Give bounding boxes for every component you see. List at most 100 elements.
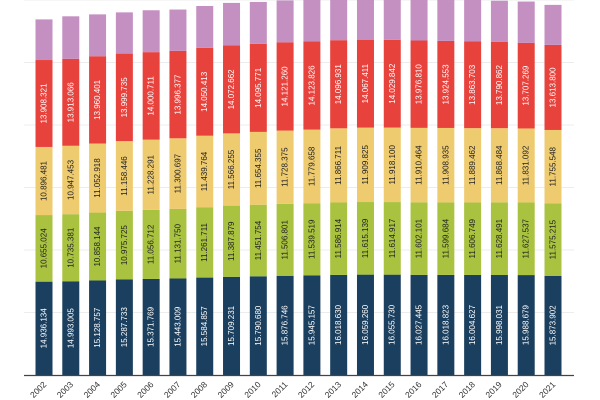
x-tick-label: 2010 <box>242 379 263 400</box>
data-label: 16.059.260 <box>361 304 370 345</box>
data-label: 11.728.375 <box>281 147 290 187</box>
x-tick-label: 2009 <box>215 379 236 400</box>
bar-segment <box>35 281 53 375</box>
bar-segment <box>544 4 562 45</box>
bar-segment <box>89 280 107 375</box>
bar-segment <box>330 274 348 375</box>
x-tick-label: 2006 <box>135 379 156 400</box>
data-label: 14.050.413 <box>200 71 209 112</box>
bar-segment <box>490 41 508 129</box>
bar-segment <box>35 19 53 61</box>
data-label: 11.387.879 <box>227 221 236 261</box>
bar-segment <box>490 275 508 375</box>
bar-segment <box>89 212 107 281</box>
data-label: 15.790.680 <box>254 305 263 346</box>
bar-segment <box>544 129 562 204</box>
data-label: 14.936.134 <box>40 308 49 349</box>
data-label: 11.615.139 <box>361 218 370 258</box>
bar-segment <box>115 141 133 211</box>
data-label: 15.945.157 <box>307 305 316 346</box>
bar-segment <box>303 203 321 276</box>
bar-segment <box>330 202 348 275</box>
bar-segment <box>383 202 401 275</box>
data-label: 10.858.144 <box>93 226 102 267</box>
data-label: 11.602.101 <box>415 218 424 258</box>
data-label: 11.627.537 <box>522 218 531 258</box>
bar-segment <box>196 47 214 136</box>
bar-segment <box>142 278 160 375</box>
bar-segment <box>330 0 348 41</box>
bar-segment <box>62 214 80 282</box>
bar-segment <box>115 12 133 54</box>
bar-segment <box>517 202 535 276</box>
data-label: 11.614.917 <box>388 218 397 258</box>
bar-segment <box>276 42 294 131</box>
bar-segment <box>517 42 535 129</box>
bar-segment <box>410 202 428 275</box>
bar-segment <box>142 52 160 140</box>
bar-segment <box>249 43 267 132</box>
bar-segment <box>35 215 53 282</box>
data-label: 13.908.321 <box>40 83 49 124</box>
data-label: 10.655.024 <box>40 228 49 269</box>
bar-segment <box>517 1 535 43</box>
bar-segment <box>330 128 348 203</box>
data-label: 13.999.735 <box>120 77 129 118</box>
bar-segment <box>62 145 80 215</box>
bar-segment <box>356 202 374 275</box>
bar-segment <box>517 128 535 203</box>
x-tick-label: 2013 <box>323 379 344 400</box>
data-label: 13.913.066 <box>66 82 75 123</box>
bar-segment <box>383 274 401 375</box>
bar-segment <box>490 0 508 42</box>
data-label: 11.506.801 <box>281 220 290 260</box>
data-label: 11.910.464 <box>415 145 424 185</box>
data-label: 14.095.771 <box>254 67 263 108</box>
bar-segment <box>544 275 562 375</box>
x-tick-label: 2019 <box>483 379 504 400</box>
data-label: 11.451.754 <box>254 220 263 260</box>
x-tick-label: 2007 <box>162 379 183 400</box>
data-label: 15.584.857 <box>200 306 209 347</box>
bar-segment <box>223 276 241 375</box>
data-label: 14.993.005 <box>66 308 75 349</box>
bar-segment <box>249 204 267 277</box>
data-label: 10.735.381 <box>66 227 75 268</box>
bar-segment <box>464 0 482 42</box>
bar-segment <box>464 274 482 375</box>
x-tick-label: 2002 <box>28 379 49 400</box>
bar-segment <box>276 0 294 43</box>
bar-segment <box>383 127 401 203</box>
data-label: 11.909.825 <box>361 145 370 185</box>
bar-segment <box>169 208 187 279</box>
bar-segment <box>115 53 133 142</box>
bar-segment <box>437 127 455 203</box>
data-label: 15.873.902 <box>549 305 558 346</box>
bar-segment <box>330 40 348 129</box>
bar-segment <box>544 44 562 130</box>
x-tick-label: 2011 <box>270 379 290 399</box>
bar-segment <box>223 2 241 46</box>
data-label: 14.121.260 <box>281 66 290 107</box>
data-label: 13.996.377 <box>173 74 182 115</box>
bar-segment <box>303 41 321 130</box>
data-label: 13.924.553 <box>441 64 450 105</box>
data-label: 11.566.255 <box>227 149 236 189</box>
data-label: 10.975.725 <box>120 225 129 266</box>
data-label: 11.539.519 <box>307 219 316 259</box>
data-label: 11.261.711 <box>200 222 209 261</box>
data-label: 15.128.757 <box>93 307 102 348</box>
data-label: 11.052.918 <box>93 158 102 198</box>
data-label: 11.908.935 <box>441 145 450 185</box>
bar-segment <box>356 274 374 375</box>
bar-segment <box>410 127 428 203</box>
bar-segment <box>169 9 187 51</box>
data-label: 11.439.764 <box>200 151 209 191</box>
data-label: 11.889.462 <box>468 145 477 185</box>
bar-segment <box>35 146 53 216</box>
bar-segment <box>169 138 187 209</box>
data-label: 11.918.100 <box>388 145 397 185</box>
bar-segment <box>276 203 294 276</box>
data-label: 11.779.658 <box>307 146 316 186</box>
